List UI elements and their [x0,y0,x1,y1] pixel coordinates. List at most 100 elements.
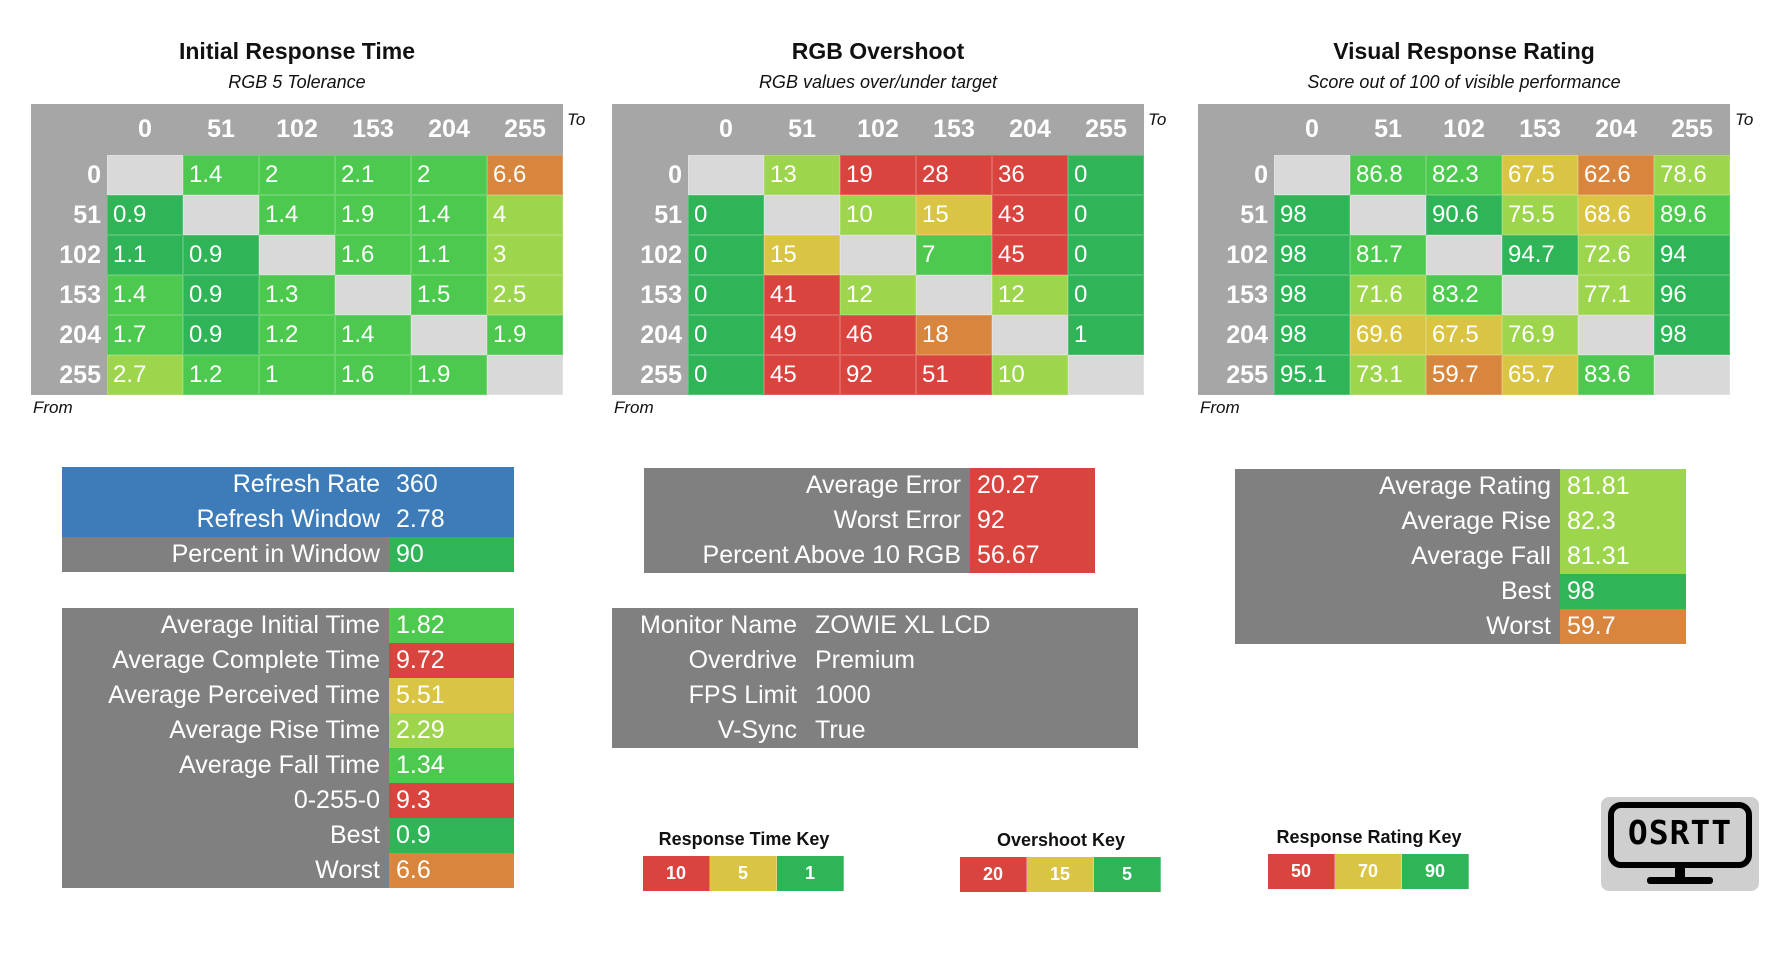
heatmap-cell: 1.2 [183,355,259,395]
column-header: 153 [1519,115,1561,143]
heatmap-cell: 82.3 [1426,155,1502,195]
heatmap-cell-empty [840,235,916,275]
row-header: 102 [59,240,101,269]
heatmap-cell: 94.7 [1502,235,1578,275]
key-title-response: Response Time Key [658,829,830,849]
heatmap-cell: 0.9 [183,235,259,275]
heatmap-cell: 90.6 [1426,195,1502,235]
column-header: 102 [857,115,899,143]
stat-value: 1.82 [389,608,514,643]
stat-value: Premium [815,646,916,674]
axis-to-label: To [567,110,586,129]
rating-stats-table: Average Rating 81.81 Average Rise 82.3 Avera… [1235,469,1686,644]
heatmap-cell: 1.4 [335,315,411,355]
heatmap-cell: 18 [916,315,992,355]
key-swatch: 5 [710,856,777,891]
stat-label: 0-255-0 [293,786,380,814]
heatmap-cell: 7 [916,235,992,275]
osrtt-logo: OSRTT [1601,797,1759,891]
heatmap-cell: 76.9 [1502,315,1578,355]
stat-label: Refresh Window [62,502,389,537]
stat-label: Average Initial Time [160,611,380,639]
stat-value: 59.7 [1560,609,1686,644]
response-time-key: 10 5 1 [643,856,844,891]
heatmap-subtitle-rating: Score out of 100 of visible performance [1307,72,1621,92]
key-swatch: 20 [960,857,1027,892]
column-header: 0 [1305,115,1319,143]
heatmap-rating: 0 51 102 153 204 255 0 86.8 82.3 67.5 62.6 78.6 51 98… [1198,104,1730,395]
heatmap-cell-empty [411,315,487,355]
heatmap-cell-empty [1654,355,1730,395]
heatmap-cell: 4 [487,195,563,235]
row-header: 0 [87,160,101,189]
stat-value: 20.27 [970,468,1095,503]
column-header: 204 [1009,115,1051,143]
heatmap-cell: 59.7 [1426,355,1502,395]
stat-value: 90 [389,537,514,572]
heatmap-cell-empty [916,275,992,315]
column-header: 102 [1443,115,1485,143]
heatmap-cell: 81.7 [1350,235,1426,275]
heatmap-corner [612,104,688,155]
heatmap-cell: 10 [840,195,916,235]
heatmap-cell: 45 [764,355,840,395]
heatmap-title-overshoot: RGB Overshoot [791,38,965,64]
heatmap-cell: 1 [1068,315,1144,355]
key-swatch: 70 [1335,854,1402,889]
heatmap-cell-empty [1426,235,1502,275]
heatmap-cell: 1.6 [335,355,411,395]
heatmap-corner [31,104,107,155]
heatmap-response: 0 51 102 153 204 255 0 1.4 2 2.1 2 6.6 51 0.9 1.4 1.9 1.… [31,104,563,395]
column-header: 0 [719,115,733,143]
heatmap-cell: 0 [1068,235,1144,275]
heatmap-cell: 95.1 [1274,355,1350,395]
stat-value: 81.81 [1560,469,1686,504]
column-header: 204 [1595,115,1637,143]
heatmap-cell: 45 [992,235,1068,275]
heatmap-cell: 41 [764,275,840,315]
row-header: 255 [1226,360,1268,389]
monitor-info-table: Monitor Name ZOWIE XL LCD Overdrive Premium… [612,608,1138,748]
key-swatch: 50 [1268,854,1335,889]
heatmap-cell: 1.6 [335,235,411,275]
heatmap-cell: 67.5 [1426,315,1502,355]
overshoot-key: 20 15 5 [960,857,1161,892]
stat-label: Average Rating [1379,472,1551,500]
column-header: 255 [1671,115,1713,143]
overshoot-stats-table: Average Error 20.27 Worst Error 92 Percent A… [644,468,1095,573]
heatmap-cell: 49 [764,315,840,355]
heatmap-cell: 86.8 [1350,155,1426,195]
stat-value: 81.31 [1560,539,1686,574]
heatmap-cell: 96 [1654,275,1730,315]
heatmap-cell: 2.7 [107,355,183,395]
heatmap-cell: 0.9 [183,315,259,355]
row-header: 255 [640,360,682,389]
row-header: 0 [1254,160,1268,189]
stat-label: FPS Limit [688,681,797,709]
heatmap-cell: 1.4 [411,195,487,235]
axis-to-label: To [1148,110,1167,129]
stat-label: Best [1500,577,1551,605]
row-header: 204 [59,320,101,349]
heatmap-cell-empty [259,235,335,275]
heatmap-cell: 13 [764,155,840,195]
column-header: 255 [1085,115,1127,143]
key-title-overshoot: Overshoot Key [996,830,1126,850]
column-header: 102 [276,115,318,143]
axis-to-label: To [1735,110,1754,129]
column-header: 153 [352,115,394,143]
heatmap-cell: 19 [840,155,916,195]
stat-value: ZOWIE XL LCD [815,611,991,639]
heatmap-cell: 65.7 [1502,355,1578,395]
stat-value: 9.72 [389,643,514,678]
column-header: 153 [933,115,975,143]
stat-label: V-Sync [717,716,797,744]
column-header: 51 [1374,115,1402,143]
heatmap-cell: 0 [1068,195,1144,235]
axis-from-label: From [33,398,73,417]
stat-value: 2.29 [389,713,514,748]
heatmap-overshoot: 0 51 102 153 204 255 0 13 19 28 36 0 51 0 10 15 43 0 102 0 1… [612,104,1144,395]
row-header: 153 [1226,280,1268,309]
heatmap-cell-empty [688,155,764,195]
stat-label: Average Perceived Time [108,681,380,709]
